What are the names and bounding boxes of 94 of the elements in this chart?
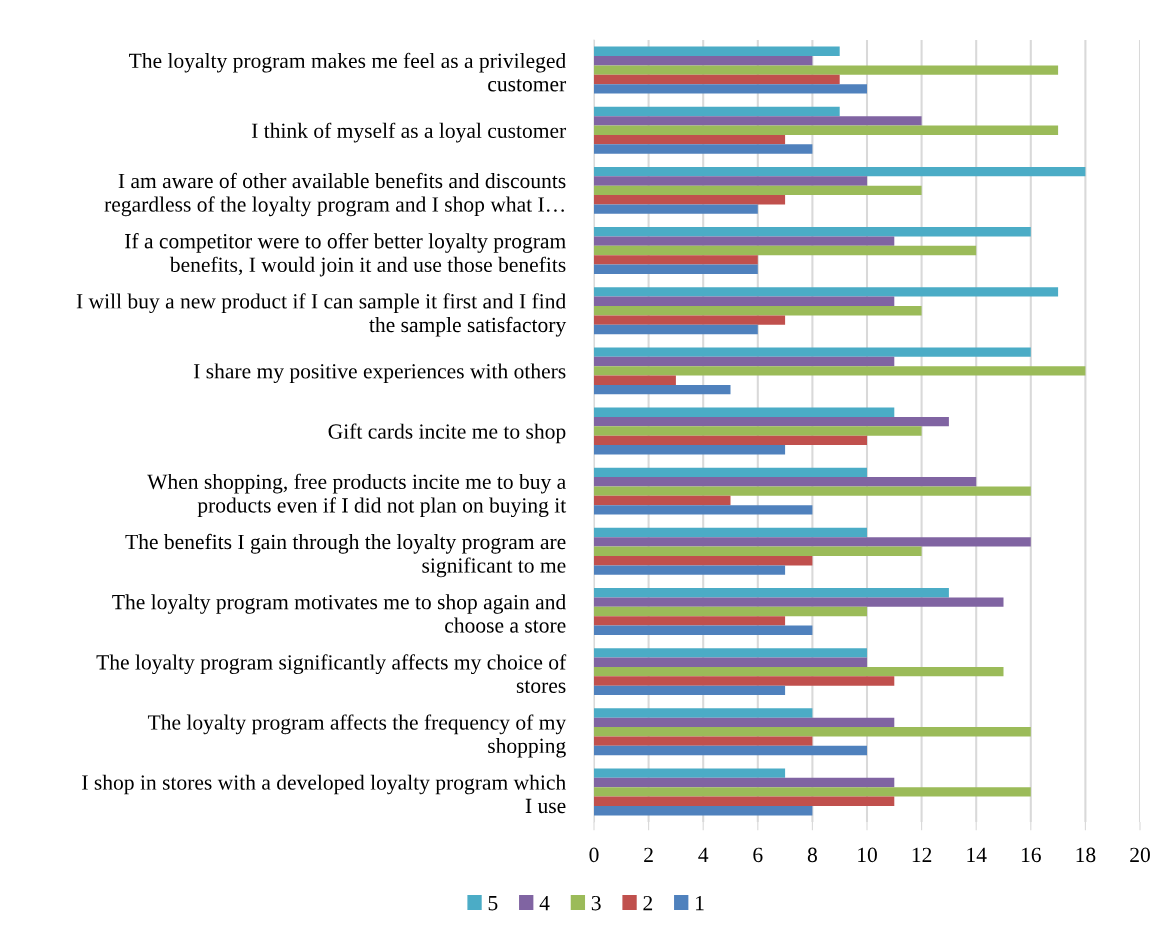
- x-tick-label: 12: [912, 847, 932, 862]
- bar: [594, 166, 1086, 177]
- bar: [594, 255, 758, 265]
- bar: [594, 347, 1031, 357]
- y-tick-label: Gift cards incite me to shop: [328, 423, 566, 444]
- bar: [594, 495, 731, 506]
- bar: [594, 486, 1031, 496]
- bar: [594, 736, 813, 746]
- bar: [594, 46, 840, 56]
- bar: [594, 556, 813, 566]
- bar: [594, 505, 813, 515]
- bar: [594, 375, 676, 385]
- y-tick-label: I am aware of other available benefits and discounts regardless of the loyalty program and I shop what I…: [104, 172, 566, 217]
- bar: [594, 806, 813, 816]
- bar: [594, 56, 813, 66]
- legend-label: 2: [643, 895, 653, 911]
- bar: [594, 666, 1004, 677]
- x-tick-label: 18: [1076, 847, 1096, 863]
- bar: [594, 768, 786, 778]
- bar: [594, 597, 1004, 607]
- bar: [594, 416, 949, 427]
- bar: [594, 777, 895, 788]
- bar: [594, 366, 1086, 376]
- bar: [594, 227, 1031, 237]
- bar: [594, 287, 1059, 297]
- bar: [594, 467, 867, 478]
- y-tick-label: If a competitor were to offer better loyalty program benefits, I would join it and use those benefits: [125, 233, 566, 277]
- y-tick-label: When shopping, free products incite me to buy a products even if I did not plan on buying it: [147, 473, 567, 518]
- bar: [594, 796, 895, 806]
- bar: [594, 685, 786, 696]
- bar: [594, 195, 786, 205]
- legend-label: 5: [488, 896, 498, 911]
- bar: [594, 445, 786, 455]
- x-tick-label: 8: [807, 847, 817, 863]
- legend-label: 1: [696, 895, 704, 911]
- bar: [594, 407, 895, 417]
- x-tick-label: 14: [967, 847, 987, 862]
- bar: [594, 477, 977, 487]
- bar: [594, 606, 867, 617]
- bar: [594, 727, 1031, 737]
- x-tick-label: 6: [753, 847, 763, 863]
- legend-label: 4: [539, 896, 550, 911]
- y-tick-label: I will buy a new product if I can sample it first and I find the sample satisfactory: [76, 293, 567, 337]
- x-tick-label: 2: [644, 847, 653, 862]
- bar: [594, 546, 922, 556]
- bar: [594, 588, 949, 598]
- legend-label: 3: [591, 895, 601, 911]
- bar: [594, 384, 731, 395]
- bar: [594, 324, 758, 335]
- bar: [594, 134, 786, 145]
- x-tick-label: 4: [698, 847, 709, 862]
- y-tick-label: I share my positive experiences with others: [193, 363, 566, 383]
- y-tick-label: The loyalty program motivates me to shop again and choose a store: [112, 594, 566, 633]
- bar: [594, 245, 977, 256]
- bar: [594, 264, 758, 274]
- x-tick-label: 20: [1130, 847, 1150, 863]
- bar: [594, 204, 758, 214]
- bar: [594, 306, 922, 316]
- bar: [594, 315, 786, 325]
- x-tick-label: 16: [1021, 847, 1041, 863]
- bar: [594, 657, 867, 667]
- bar: [594, 527, 867, 538]
- bar: [594, 116, 922, 126]
- bar: [594, 537, 1031, 547]
- y-tick-label: The loyalty program makes me feel as a privileged customer: [129, 52, 567, 92]
- bar: [594, 787, 1031, 797]
- bar: [594, 676, 895, 686]
- bar: [594, 144, 813, 154]
- bar: [594, 296, 895, 306]
- bar: [594, 648, 867, 658]
- x-tick-label: 10: [858, 847, 877, 863]
- y-tick-label: The loyalty program significantly affects my choice of stores: [96, 654, 567, 693]
- bar: [594, 125, 1059, 135]
- bar: [594, 84, 867, 94]
- y-tick-label: The loyalty program affects the frequency of my shopping: [147, 714, 567, 758]
- bar: [594, 616, 786, 626]
- bar: [594, 565, 786, 575]
- bar: [594, 717, 895, 728]
- bar: [594, 176, 867, 186]
- y-tick-label: The benefits I gain through the loyalty program are significant to me: [125, 533, 566, 578]
- y-tick-label: I shop in stores with a developed loyalty program which I use: [82, 774, 566, 814]
- y-tick-label: I think of myself as a loyal customer: [251, 122, 567, 143]
- bar: [594, 65, 1059, 75]
- bar: [594, 708, 813, 718]
- bar: [594, 356, 895, 367]
- bar: [594, 74, 840, 85]
- bar: [594, 236, 895, 246]
- bar: [594, 426, 922, 436]
- bar: [594, 435, 867, 446]
- bar: [594, 625, 813, 635]
- bar: [594, 185, 922, 196]
- bar: [594, 745, 867, 756]
- x-tick-label: 0: [589, 847, 599, 863]
- bar: [594, 106, 840, 117]
